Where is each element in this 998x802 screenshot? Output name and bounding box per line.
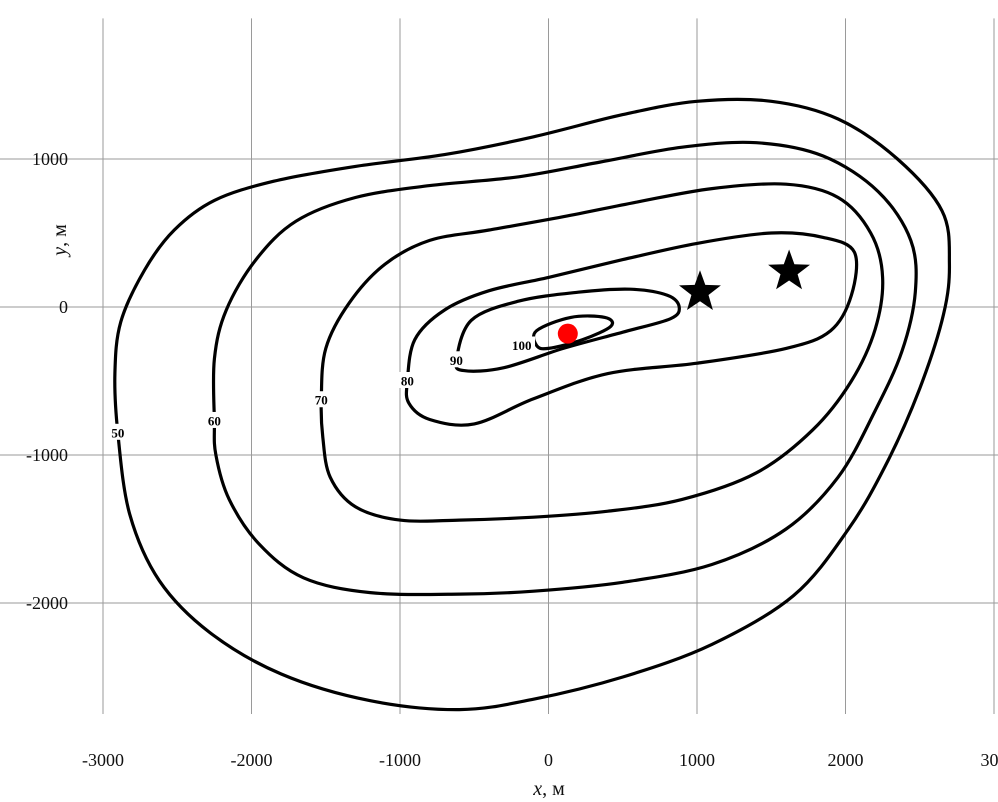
x-tick-labels: -3000 -2000 -1000 0 1000 2000 300 (82, 750, 998, 770)
star-marker (768, 249, 810, 290)
y-axis-unit: , м (49, 224, 71, 247)
x-axis-unit: , м (542, 778, 565, 800)
contour-label-bg (311, 391, 331, 408)
y-tick-labels: 1000 0 -1000 -2000 (26, 149, 68, 613)
contour-100 (531, 314, 615, 351)
x-tick-label: 2000 (828, 750, 864, 770)
star-marker (679, 270, 721, 310)
contour-label-70: 70 (315, 393, 328, 408)
y-tick-label: -2000 (26, 593, 68, 613)
contour-90 (454, 287, 681, 373)
contour-label-60: 60 (208, 413, 221, 428)
y-tick-label: -1000 (26, 445, 68, 465)
contour-label-50: 50 (111, 425, 124, 440)
y-axis-title: y, м (49, 224, 71, 258)
contour-labels: 50 60 70 80 90 100 (108, 336, 536, 440)
contour-60 (211, 140, 918, 597)
contour-label-bg (508, 336, 536, 353)
markers (557, 249, 810, 344)
contour-70 (319, 182, 885, 523)
contour-50 (113, 97, 952, 712)
contour-label-100: 100 (512, 338, 532, 353)
contour-label-bg (204, 411, 224, 428)
contour-label-80: 80 (401, 374, 414, 389)
y-tick-label: 0 (59, 297, 68, 317)
x-axis-title: x, м (532, 778, 565, 800)
x-tick-label: 300 (981, 750, 998, 770)
x-axis-var: x (532, 778, 542, 800)
x-tick-label: 0 (544, 750, 553, 770)
contour-lines (113, 97, 952, 712)
y-tick-label: 1000 (32, 149, 68, 169)
contour-label-bg (446, 351, 466, 368)
x-tick-label: 1000 (679, 750, 715, 770)
red-point-marker (557, 323, 578, 344)
x-tick-label: -2000 (231, 750, 273, 770)
contour-label-bg (108, 423, 128, 440)
contour-label-bg (397, 372, 417, 388)
x-tick-label: -1000 (379, 750, 421, 770)
contour-label-90: 90 (450, 353, 463, 368)
x-tick-label: -3000 (82, 750, 124, 770)
contour-80 (404, 231, 859, 427)
y-axis-var: y (49, 247, 71, 258)
